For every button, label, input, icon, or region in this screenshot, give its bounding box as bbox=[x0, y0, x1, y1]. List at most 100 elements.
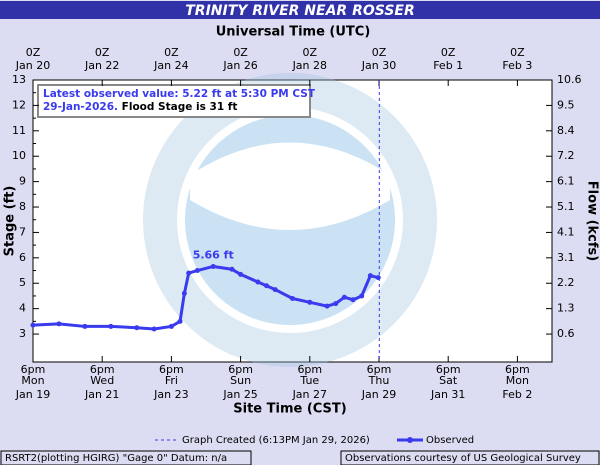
y2-tick-label: 7.2 bbox=[557, 149, 575, 162]
observed-point bbox=[134, 325, 140, 331]
legend-observed-marker bbox=[407, 437, 413, 443]
observed-point bbox=[108, 323, 114, 329]
legend-label: Observed bbox=[426, 435, 474, 446]
x-tick-date: Jan 27 bbox=[292, 388, 327, 401]
plot-area bbox=[32, 79, 553, 363]
x-tick-time: 6pm bbox=[21, 363, 46, 376]
title-bar bbox=[0, 1, 600, 19]
x2-tick-label: 0Z bbox=[510, 46, 525, 59]
footer-right: Observations courtesy of US Geological S… bbox=[345, 453, 581, 464]
x2-tick-date: Jan 20 bbox=[15, 59, 50, 72]
footer-left: RSRT2(plotting HGIRG) "Gage 0" Datum: n/… bbox=[5, 453, 227, 464]
y2-tick-label: 9.5 bbox=[557, 98, 575, 111]
y-axis-title: Stage (ft) bbox=[3, 186, 18, 257]
observed-point bbox=[264, 283, 270, 289]
y2-axis-title: Flow (kcfs) bbox=[585, 181, 600, 261]
y-tick-label: 13 bbox=[12, 73, 26, 86]
y2-tick-label: 6.1 bbox=[557, 175, 575, 188]
y2-tick-label: 3.1 bbox=[557, 251, 575, 264]
x2-tick-date: Feb 3 bbox=[502, 59, 532, 72]
observed-point bbox=[367, 273, 373, 279]
x-tick-date: Jan 21 bbox=[84, 388, 119, 401]
x-tick-time: 6pm bbox=[90, 363, 115, 376]
observed-point bbox=[359, 293, 365, 299]
observed-point bbox=[350, 297, 356, 303]
x-tick-time: 6pm bbox=[505, 363, 530, 376]
observed-point bbox=[168, 323, 174, 329]
y2-tick-label: 1.3 bbox=[557, 302, 575, 315]
observed-point bbox=[177, 318, 183, 324]
y2-tick-label: 10.6 bbox=[557, 73, 582, 86]
x-tick-day: Mon bbox=[506, 374, 529, 387]
observed-point bbox=[151, 326, 157, 332]
x2-tick-label: 0Z bbox=[95, 46, 110, 59]
y-tick-label: 5 bbox=[19, 276, 26, 289]
y-tick-label: 4 bbox=[19, 302, 26, 315]
observed-point bbox=[194, 268, 200, 274]
observed-point bbox=[341, 294, 347, 300]
x-tick-date: Jan 23 bbox=[153, 388, 188, 401]
x-tick-day: Mon bbox=[21, 374, 44, 387]
y-tick-label: 8 bbox=[19, 200, 26, 213]
y-tick-label: 6 bbox=[19, 251, 26, 264]
x-tick-day: Sun bbox=[230, 374, 251, 387]
observed-point bbox=[238, 271, 244, 277]
x2-tick-label: 0Z bbox=[372, 46, 387, 59]
y-tick-label: 7 bbox=[19, 225, 26, 238]
x-tick-date: Jan 25 bbox=[222, 388, 257, 401]
y-tick-label: 11 bbox=[12, 124, 26, 137]
x2-tick-label: 0Z bbox=[303, 46, 318, 59]
y2-tick-label: 2.2 bbox=[557, 276, 575, 289]
y2-tick-label: 8.4 bbox=[557, 124, 575, 137]
x-tick-date: Feb 2 bbox=[502, 388, 532, 401]
info-text: 29-Jan-2026. Flood Stage is 31 ft bbox=[43, 101, 237, 113]
x-tick-day: Fri bbox=[165, 374, 178, 387]
y-tick-label: 10 bbox=[12, 149, 26, 162]
x-tick-time: 6pm bbox=[436, 363, 461, 376]
noaa-watermark bbox=[143, 73, 437, 367]
y-tick-label: 3 bbox=[19, 327, 26, 340]
y2-tick-label: 5.1 bbox=[557, 200, 575, 213]
legend-label: Graph Created (6:13PM Jan 29, 2026) bbox=[182, 435, 370, 446]
x-tick-date: Jan 29 bbox=[361, 388, 396, 401]
x2-tick-date: Jan 22 bbox=[84, 59, 119, 72]
observed-point bbox=[181, 290, 187, 296]
y-tick-label: 9 bbox=[19, 175, 26, 188]
observed-point bbox=[272, 287, 278, 293]
x2-tick-date: Jan 24 bbox=[153, 59, 188, 72]
x2-tick-date: Feb 1 bbox=[433, 59, 463, 72]
chart-title: TRINITY RIVER NEAR ROSSER bbox=[185, 3, 415, 19]
x2-tick-label: 0Z bbox=[26, 46, 41, 59]
observed-point bbox=[30, 322, 36, 328]
x-tick-day: Sat bbox=[439, 374, 458, 387]
observed-point bbox=[333, 301, 339, 307]
info-box bbox=[37, 84, 311, 118]
info-date: 29-Jan-2026. bbox=[43, 101, 118, 113]
observed-point bbox=[210, 263, 216, 269]
observed-point bbox=[186, 270, 192, 276]
y2-tick-label: 4.1 bbox=[557, 225, 575, 238]
y-tick-label: 12 bbox=[12, 98, 26, 111]
x2-tick-date: Jan 28 bbox=[292, 59, 327, 72]
footer-box bbox=[0, 450, 252, 465]
observed-point bbox=[290, 295, 295, 301]
x2-tick-date: Jan 30 bbox=[361, 59, 396, 72]
x-tick-date: Jan 31 bbox=[430, 388, 465, 401]
observed-point bbox=[375, 275, 381, 281]
x-tick-day: Wed bbox=[90, 374, 114, 387]
x-tick-day: Tue bbox=[299, 374, 319, 387]
observed-point bbox=[229, 266, 235, 272]
peak-label: 5.66 ft bbox=[193, 248, 234, 261]
x-tick-date: Jan 19 bbox=[15, 388, 50, 401]
footer-box bbox=[340, 450, 600, 465]
x-tick-time: 6pm bbox=[367, 363, 392, 376]
x2-tick-label: 0Z bbox=[164, 46, 179, 59]
observed-point bbox=[56, 321, 62, 327]
x2-tick-label: 0Z bbox=[441, 46, 456, 59]
info-text: Latest observed value: 5.22 ft at 5:30 P… bbox=[43, 88, 316, 100]
y2-tick-label: 0.6 bbox=[557, 327, 575, 340]
x-tick-day: Thu bbox=[368, 374, 390, 387]
observed-point bbox=[255, 279, 261, 285]
info-flood: Flood Stage is 31 ft bbox=[122, 101, 238, 113]
